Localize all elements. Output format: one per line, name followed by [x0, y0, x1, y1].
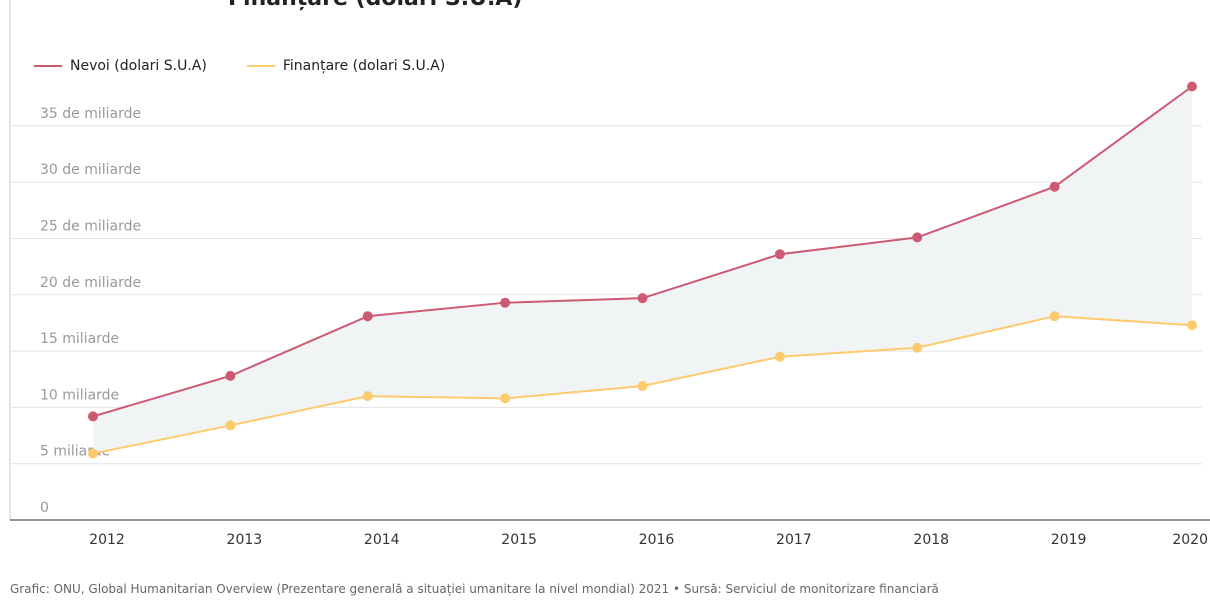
x-tick-label: 2012: [89, 532, 125, 548]
needs-point: [774, 249, 785, 260]
x-tick-label: 2013: [227, 532, 263, 548]
needs-point: [1049, 181, 1060, 192]
funding-point: [1187, 320, 1197, 331]
legend-label-funding: Finanțare (dolari S.U.A): [282, 58, 446, 74]
legend-item-needs[interactable]: Nevoi (dolari S.U.A): [34, 58, 207, 74]
gap-area: [93, 86, 1192, 454]
y-tick-label: 35 de miliarde: [40, 106, 141, 122]
chart-footer: Grafic: ONU, Global Humanitarian Overvie…: [10, 582, 939, 596]
legend-label-needs: Nevoi (dolari S.U.A): [70, 58, 207, 74]
funding-point: [637, 381, 648, 392]
needs-point: [912, 232, 923, 243]
funding-point: [912, 342, 923, 353]
x-tick-label: 2018: [913, 532, 949, 548]
needs-point: [500, 297, 511, 308]
legend-swatch-needs: [34, 65, 62, 67]
funding-point: [225, 420, 236, 431]
legend-swatch-funding: [246, 65, 275, 67]
x-tick-label: 2020: [1172, 532, 1208, 548]
funding-point: [362, 391, 373, 402]
y-tick-label: 0: [40, 500, 49, 516]
x-tick-label: 2017: [776, 532, 812, 548]
chart-title-fragment: Finanțare (dolari S.U.A): [228, 0, 522, 11]
legend-item-funding[interactable]: Finanțare (dolari S.U.A): [246, 58, 446, 74]
funding-point: [1049, 311, 1060, 322]
y-tick-label: 25 de miliarde: [40, 219, 141, 235]
x-tick-label: 2015: [501, 532, 537, 548]
needs-point: [88, 411, 98, 422]
funding-point: [774, 351, 785, 362]
needs-point: [637, 293, 648, 304]
y-tick-label: 20 de miliarde: [40, 275, 141, 291]
x-tick-label: 2014: [364, 532, 400, 548]
x-tick-label: 2019: [1051, 532, 1087, 548]
y-tick-label: 15 miliarde: [40, 331, 119, 347]
legend: Nevoi (dolari S.U.A) Finanțare (dolari S…: [34, 58, 485, 74]
funding-point: [500, 393, 511, 404]
needs-point: [1187, 81, 1197, 92]
funding-point: [88, 448, 98, 459]
needs-point: [225, 370, 236, 381]
x-tick-label: 2016: [639, 532, 675, 548]
y-tick-label: 30 de miliarde: [40, 162, 141, 178]
y-tick-label: 10 miliarde: [40, 387, 119, 403]
needs-point: [362, 311, 373, 322]
